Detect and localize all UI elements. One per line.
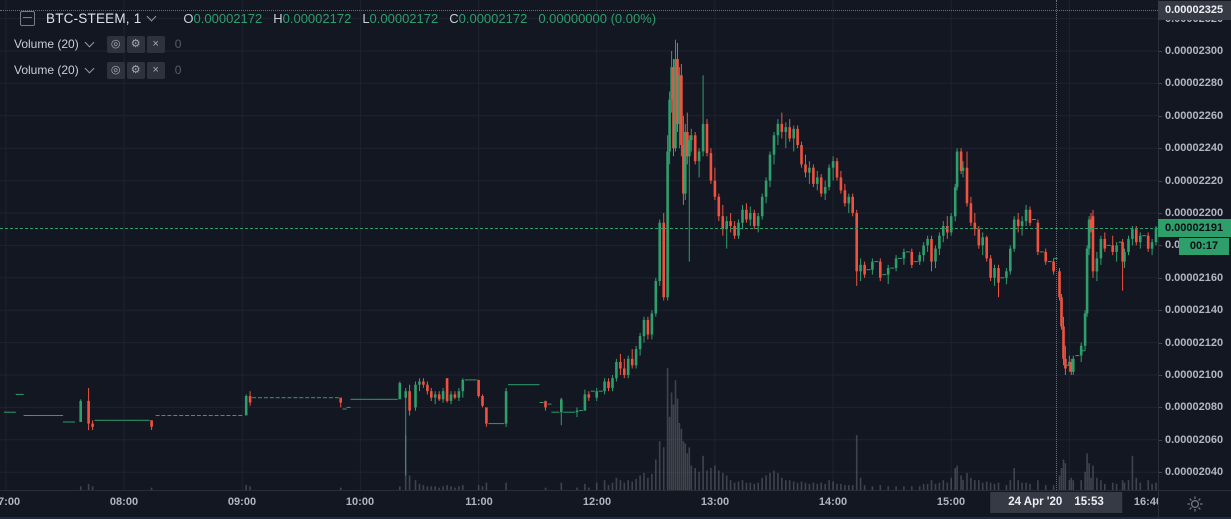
candlestick-plot[interactable] (0, 0, 1158, 490)
price-tickmark (1158, 181, 1162, 182)
low-value: 0.00002172 (369, 10, 439, 26)
price-tickmark (1158, 213, 1162, 214)
axis-separator-horizontal (0, 490, 1231, 491)
close-icon[interactable]: × (146, 35, 165, 53)
low-label: L (362, 10, 370, 26)
close-value: 0.00002172 (458, 10, 528, 26)
indicator-controls: ◎ ⚙ × (106, 35, 167, 53)
price-tickmark (1158, 310, 1162, 311)
chevron-down-icon[interactable] (146, 11, 157, 22)
time-tick-label: 07:00 (0, 496, 21, 508)
indicator-row-volume-1: Volume (20) ◎ ⚙ × 0 (14, 34, 656, 54)
price-tickmark (1158, 278, 1162, 279)
price-axis[interactable]: 0.00002040 0.00002060 0.00002080 0.00002100… (1158, 0, 1231, 490)
time-tick-label: 14:00 (818, 496, 848, 508)
price-tickmark (1158, 83, 1162, 84)
price-tick-label: 0.00002220 (1165, 174, 1224, 187)
indicator-label[interactable]: Volume (20) (14, 37, 79, 51)
open-label: O (183, 10, 194, 26)
price-tick-label: 0.00002200 (1165, 207, 1224, 219)
price-tickmark (1158, 472, 1162, 473)
time-tick-label: 09:00 (227, 496, 257, 508)
symbol-row: BTC-STEEM, 1 O 0.00002172 H 0.00002172 L 0.… (20, 8, 656, 28)
axis-separator-vertical (1158, 0, 1159, 517)
time-tick-label: 15:00 (936, 496, 966, 508)
price-tickmark (1158, 51, 1162, 52)
price-tick-label: 0.00002260 (1165, 109, 1224, 122)
last-price-line (0, 228, 1158, 229)
time-tick-label: 10:00 (345, 496, 375, 508)
crosshair-date: 24 Apr '20 (1008, 496, 1063, 508)
time-tick-label: 08:00 (109, 496, 139, 508)
gear-icon[interactable]: ⚙ (126, 35, 145, 53)
crosshair-horizontal-line (0, 10, 1158, 11)
legend: BTC-STEEM, 1 O 0.00002172 H 0.00002172 L 0.… (14, 8, 656, 80)
time-tick-labels: 07:00 08:00 09:00 10:00 11:00 12:00 13:00 14:00… (0, 490, 1158, 517)
price-tick-label: 0.00002280 (1165, 77, 1224, 90)
price-tick-label: 0.00002140 (1165, 304, 1224, 317)
close-icon[interactable]: × (146, 61, 165, 79)
gear-icon[interactable]: ⚙ (126, 61, 145, 79)
price-tick-label: 0.00002160 (1165, 271, 1224, 284)
last-price-label: 0.00002191 (1158, 219, 1231, 237)
price-tick-label: 0.00002060 (1165, 433, 1224, 446)
chart-pane[interactable]: BTC-STEEM, 1 O 0.00002172 H 0.00002172 L 0.… (0, 0, 1158, 490)
indicator-value: 0 (174, 37, 182, 51)
price-tick-label: 0.00002100 (1165, 368, 1224, 381)
price-tickmark (1158, 407, 1162, 408)
time-axis[interactable]: 07:00 08:00 09:00 10:00 11:00 12:00 13:00 14:00… (0, 490, 1231, 517)
price-tick-label: 0.00002120 (1165, 336, 1224, 349)
high-value: 0.00002172 (282, 10, 352, 26)
price-tickmark (1158, 375, 1162, 376)
chevron-down-icon[interactable] (84, 63, 95, 74)
price-tickmark (1158, 343, 1162, 344)
ohlc-values: O 0.00002172 H 0.00002172 L 0.00002172 C 0.0… (183, 11, 656, 26)
time-tick-label: 12:00 (582, 496, 612, 508)
price-tick-label: 0.00002300 (1165, 45, 1224, 58)
chevron-down-icon[interactable] (84, 37, 95, 48)
axis-corner (1159, 491, 1231, 517)
eye-icon[interactable]: ◎ (106, 35, 125, 53)
price-tickmark (1158, 148, 1162, 149)
crosshair-time: 15:53 (1074, 496, 1104, 508)
time-tick-label: 11:00 (465, 496, 493, 508)
open-value: 0.00002172 (193, 10, 263, 26)
eye-icon[interactable]: ◎ (106, 61, 125, 79)
crosshair-vertical-line (1056, 0, 1057, 490)
high-label: H (273, 10, 283, 26)
price-tickmark (1158, 245, 1162, 246)
price-tick-label: 0.00002080 (1165, 401, 1224, 414)
time-tick-label: 16:40 (1133, 496, 1158, 508)
price-tickmark (1158, 116, 1162, 117)
legend-collapse-icon[interactable] (20, 10, 35, 26)
symbol-title[interactable]: BTC-STEEM, 1 (46, 10, 142, 26)
sun-theme-icon[interactable] (1186, 495, 1204, 513)
price-tick-label: 0.00002040 (1165, 466, 1224, 479)
price-tickmark (1158, 440, 1162, 441)
crosshair-time-label: 24 Apr '20 15:53 (990, 492, 1122, 513)
close-label: C (449, 10, 459, 26)
bar-countdown-label: 00:17 (1179, 238, 1229, 255)
price-tick-label: 0.00002240 (1165, 142, 1224, 155)
indicator-value: 0 (174, 63, 182, 77)
indicator-row-volume-2: Volume (20) ◎ ⚙ × 0 (14, 60, 656, 80)
crosshair-price-label: 0.00002325 (1158, 1, 1231, 20)
indicator-label[interactable]: Volume (20) (14, 63, 79, 77)
time-tick-label: 13:00 (700, 496, 730, 508)
window-bottom-strip (0, 517, 1231, 519)
change-value: 0.00000000 (0.00%) (538, 10, 657, 26)
indicator-controls: ◎ ⚙ × (106, 61, 167, 79)
